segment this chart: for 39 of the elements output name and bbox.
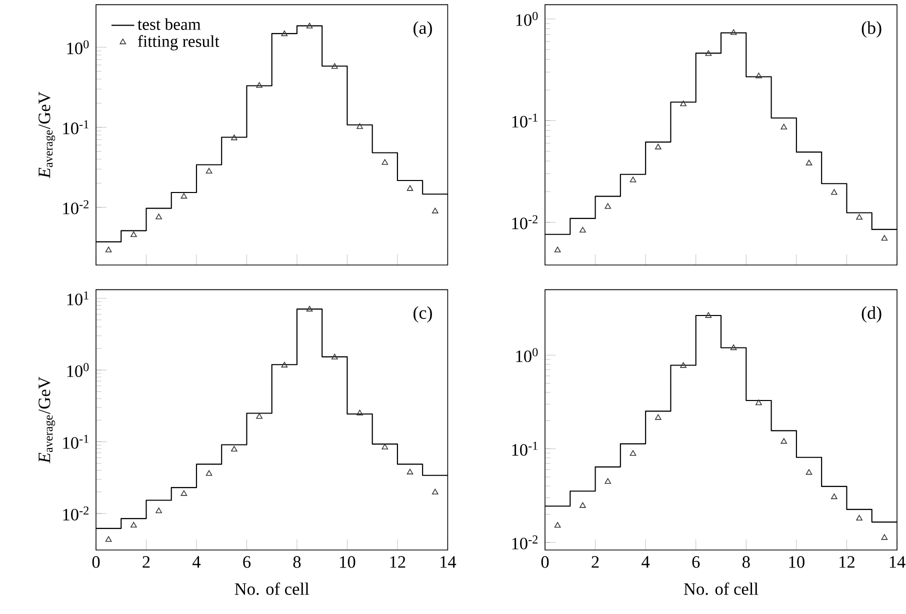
annotation: (a) (414, 21, 432, 38)
y-axis-title: E$_{average}$/GeV (38, 376, 56, 464)
x-axis-title: No. of cell (234, 582, 310, 595)
y-tick-label: 10$^{0}$ (516, 348, 538, 362)
y-tick-label: 10$^{-1}$ (512, 114, 538, 128)
annotation: (d) (862, 306, 882, 323)
x-tick-label: 4 (642, 556, 650, 568)
legend-label: test beam (138, 18, 201, 30)
y-tick-label: 10$^{-2}$ (63, 200, 88, 214)
y-axis-title: E$_{average}$/GeV (38, 92, 56, 178)
x-tick-label: 6 (692, 556, 700, 568)
x-tick-label: 4 (192, 556, 201, 568)
x-tick-label: 10 (789, 556, 804, 568)
x-tick-label: 2 (142, 556, 150, 568)
x-tick-label: 8 (293, 556, 301, 568)
x-tick-label: 14 (440, 556, 456, 568)
y-tick-label: 10$^{-2}$ (512, 535, 538, 550)
y-tick-label: 10$^{-2}$ (512, 215, 538, 230)
x-axis-title: No. of cell (684, 582, 758, 595)
annotation: (c) (414, 306, 432, 323)
x-tick-label: 12 (840, 556, 854, 568)
x-tick-label: 0 (92, 556, 100, 568)
y-tick-label: 10$^{1}$ (67, 291, 88, 306)
y-tick-label: 10$^{0}$ (67, 363, 89, 378)
x-tick-label: 6 (243, 556, 251, 568)
annotation: (b) (862, 21, 882, 38)
y-tick-label: 10$^{-1}$ (512, 442, 538, 456)
x-tick-label: 0 (541, 556, 549, 568)
y-tick-label: 10$^{-1}$ (63, 434, 88, 449)
x-tick-label: 12 (390, 556, 406, 568)
x-tick-label: 2 (592, 556, 599, 568)
legend-label: fitting result (138, 35, 220, 50)
x-tick-label: 8 (742, 556, 750, 568)
y-tick-label: 10$^{-2}$ (63, 506, 88, 521)
x-tick-label: 10 (340, 556, 356, 568)
x-tick-label: 14 (890, 556, 906, 568)
y-tick-label: 10$^{0}$ (67, 40, 89, 54)
y-tick-label: 10$^{-1}$ (63, 120, 88, 134)
y-tick-label: 10$^{0}$ (516, 12, 538, 26)
